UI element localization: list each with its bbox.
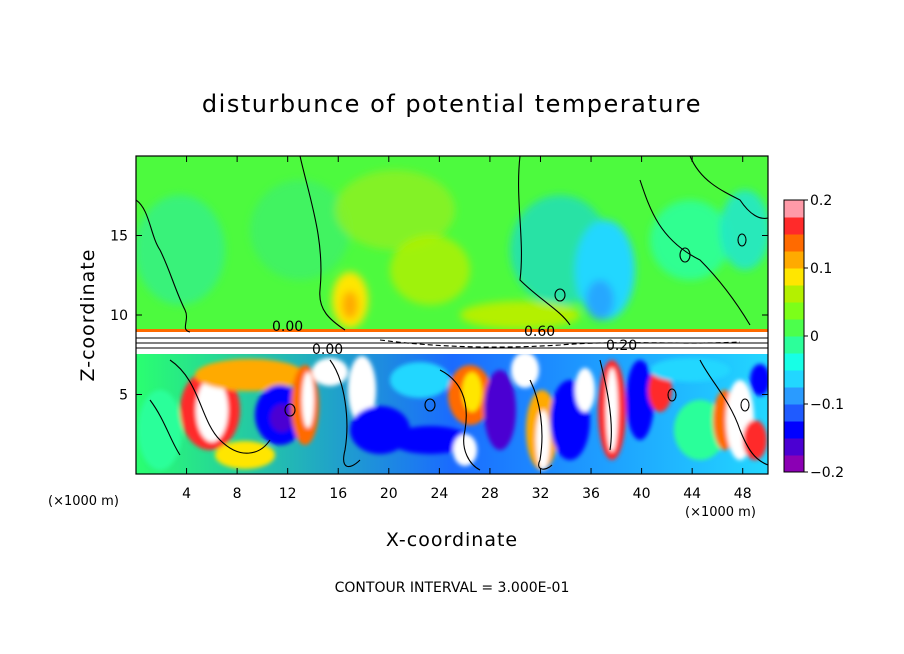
contour-label: 0.20 [606, 338, 637, 354]
colorbar-swatch [784, 200, 804, 218]
colorbar-swatch [784, 234, 804, 252]
colorbar-swatch [784, 336, 804, 354]
colorbar-swatch [784, 353, 804, 371]
x-tick-label: 4 [182, 486, 191, 502]
x-tick-label: 40 [633, 486, 651, 502]
contour-label: 0.00 [272, 319, 303, 335]
y-axis-label: Z-coordinate [77, 249, 99, 382]
colorbar-swatch [784, 302, 804, 320]
x-tick-label: 28 [481, 486, 499, 502]
x-tick-label: 20 [380, 486, 398, 502]
y-unit-label: (×1000 m) [48, 494, 119, 509]
colorbar-tick-label: 0.1 [810, 261, 832, 277]
chart-title: disturbunce of potential temperature [202, 90, 702, 118]
colorbar-tick-label: −0.2 [810, 465, 844, 481]
colorbar-swatch [784, 421, 804, 439]
x-tick-label: 8 [233, 486, 242, 502]
colorbar-swatch [784, 438, 804, 456]
contour-lines [136, 156, 768, 471]
colorbar-swatch [784, 268, 804, 286]
x-unit-label: (×1000 m) [685, 505, 756, 520]
colorbar-ticks: 0.2 0.1 0 −0.1 −0.2 [804, 193, 844, 481]
x-tick-label: 12 [279, 486, 297, 502]
heatmap-field: 0.00 0.00 0.60 0.20 [136, 156, 768, 474]
colorbar-tick-label: −0.1 [810, 397, 844, 413]
contour-label: 0.00 [312, 342, 343, 358]
colorbar-tick-label: 0 [810, 329, 819, 345]
colorbar-swatch [784, 387, 804, 405]
colorbar [783, 199, 805, 473]
contour-interval-note: CONTOUR INTERVAL = 3.000E-01 [335, 580, 570, 596]
colorbar-swatch [784, 251, 804, 269]
colorbar-swatch [784, 217, 804, 235]
x-tick-label: 16 [329, 486, 347, 502]
x-axis-label: X-coordinate [386, 529, 518, 551]
colorbar-swatch [784, 319, 804, 337]
x-axis: 4 8 12 16 20 24 28 32 36 40 44 48 [182, 156, 752, 502]
y-axis: 5 10 15 [110, 229, 768, 404]
x-tick-label: 48 [734, 486, 752, 502]
x-tick-label: 24 [430, 486, 448, 502]
y-tick-label: 15 [110, 229, 128, 245]
colorbar-swatch [784, 370, 804, 388]
x-tick-label: 44 [683, 486, 701, 502]
colorbar-swatch [784, 404, 804, 422]
y-tick-label: 5 [119, 388, 128, 404]
y-tick-label: 10 [110, 308, 128, 324]
contour-label: 0.60 [524, 324, 555, 340]
x-tick-label: 32 [532, 486, 550, 502]
colorbar-tick-label: 0.2 [810, 193, 832, 209]
colorbar-swatch [784, 455, 804, 473]
x-tick-label: 36 [582, 486, 600, 502]
colorbar-swatch [784, 285, 804, 303]
